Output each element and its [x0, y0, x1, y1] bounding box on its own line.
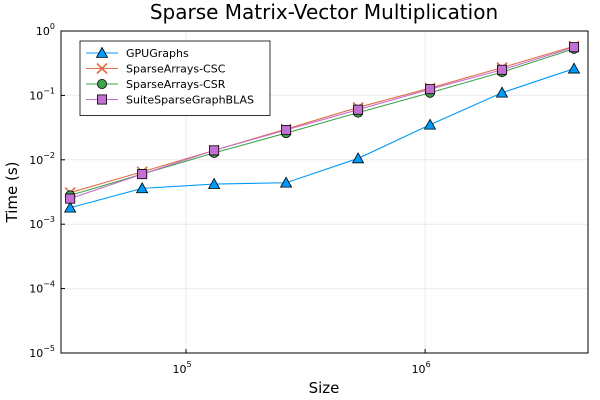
legend-marker: [97, 79, 108, 90]
data-point: [63, 201, 77, 213]
legend-label: SuiteSparseGraphBLAS: [126, 94, 254, 107]
data-point: [567, 62, 581, 74]
data-point: [137, 169, 148, 180]
legend-marker: [96, 62, 108, 75]
series-line: [70, 45, 575, 194]
y-axis-label: Time (s): [3, 162, 21, 224]
data-point: [135, 182, 149, 194]
plot-frame: [60, 30, 589, 354]
data-point: [281, 125, 292, 136]
legend-label: SparseArrays-CSR: [126, 78, 226, 91]
x-axis-label: Size: [309, 379, 340, 397]
series-layer: [63, 40, 581, 213]
legend-marker: [97, 94, 108, 105]
y-tick-label: 100: [36, 22, 55, 38]
data-point: [207, 177, 221, 189]
data-point: [351, 152, 365, 164]
x-tick-label: 105: [172, 360, 191, 376]
axis-ticks: 10−5 10−4 10−3 10−2 10−1 100 105 106: [29, 22, 430, 376]
data-point: [65, 193, 76, 204]
legend: GPUGraphs SparseArrays-CSC SparseArrays-CS…: [79, 40, 271, 116]
y-tick-label: 10−3: [29, 215, 55, 231]
legend-marker: [95, 46, 109, 58]
data-point: [279, 176, 293, 188]
data-point: [568, 42, 579, 53]
series-line: [70, 68, 575, 209]
series-gpugraphs: [63, 62, 581, 213]
series-line: [69, 46, 575, 200]
x-tick-label: 106: [412, 360, 431, 376]
y-tick-label: 10−2: [29, 151, 55, 167]
data-point: [495, 86, 509, 98]
y-tick-label: 10−5: [29, 344, 55, 360]
data-point: [497, 64, 508, 75]
data-point: [423, 118, 437, 130]
legend-label: GPUGraphs: [126, 47, 189, 60]
data-point: [353, 104, 364, 115]
series-suitesparsegraphblas: [65, 42, 579, 204]
data-point: [209, 145, 220, 156]
data-point: [425, 84, 436, 95]
legend-label: SparseArrays-CSC: [126, 63, 226, 76]
chart-title: Sparse Matrix-Vector Multiplication: [150, 0, 498, 24]
y-tick-label: 10−4: [29, 280, 55, 296]
y-tick-label: 10−1: [29, 86, 55, 102]
